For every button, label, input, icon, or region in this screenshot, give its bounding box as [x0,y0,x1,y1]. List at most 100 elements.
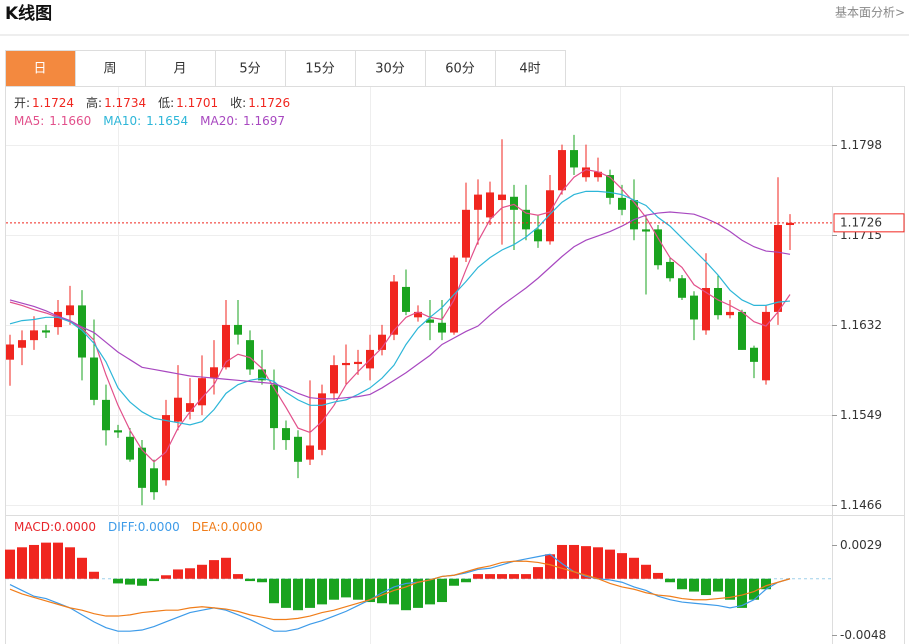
macd-bar [761,578,771,590]
ma-line [9,168,791,463]
candle-body [726,311,734,316]
macd-bar [365,578,375,603]
candle-body [294,436,302,462]
macd-bar [713,578,723,592]
candle-body [522,209,530,230]
candle-body [750,347,758,362]
candle-body [654,229,662,266]
tab[interactable] [145,50,216,87]
legend-name: MA10: [103,114,141,128]
legend-name: 低: [158,96,174,110]
candle-body [90,357,98,400]
candle-body [762,311,770,381]
legend-name: MA5: [14,114,44,128]
candle-body [594,171,602,178]
tab-label[interactable]: 5分 [239,62,260,77]
candle-body [630,200,638,230]
legend-name: MACD: [14,520,54,534]
tab[interactable] [285,50,356,87]
candle-body [702,288,710,331]
tab-label[interactable]: 4时 [519,62,540,77]
candle-body [474,194,482,210]
macd-bar [581,546,591,579]
candle-body [258,369,266,381]
candle-body [438,322,446,333]
candle-body [678,278,686,298]
candle-body [714,288,722,316]
legend-name: 高: [86,95,102,110]
candle-body [78,305,86,358]
candle-body [246,340,254,370]
candle-body [234,324,242,335]
macd-bar [317,578,327,605]
candle-body [378,334,386,350]
candle-body [42,330,50,333]
candle-body [642,229,650,232]
macd-bar [113,578,123,584]
legend-value: 0.0000 [221,520,263,534]
y-tick-label: 1.1466 [840,498,882,512]
legend-value: 1.1660 [49,114,91,128]
macd-bar [425,578,435,605]
tab[interactable] [75,50,146,87]
macd-bar [617,553,627,579]
tab-label[interactable]: 日 [33,62,46,77]
macd-bar [497,574,507,579]
candle-body [66,305,74,316]
tab[interactable] [5,50,76,87]
tab-label[interactable]: 周 [103,62,116,77]
candle-body [198,378,206,406]
candle-body [570,150,578,168]
macd-bar [509,574,519,579]
macd-bar [533,567,543,579]
candle-body [582,167,590,178]
legend-name: DEA: [192,520,221,534]
macd-bar [353,578,363,600]
candle-body [186,403,194,412]
tab[interactable] [495,50,566,87]
candle-body [666,261,674,279]
candle-body [402,286,410,312]
candle-body [390,281,398,335]
fundamental-link[interactable]: 基本面分析> [835,6,905,20]
tab-label[interactable]: 月 [173,62,186,77]
macd-bar [629,557,639,579]
y-tick-label: 1.1549 [840,408,882,422]
candle-body [354,361,362,365]
y-tick-label: 1.1632 [840,318,882,332]
candle-body [498,194,506,201]
legend-name: MA20: [200,114,238,128]
legend: MA5: 1.1660 MA10: 1.1654 MA20: 1.1697 [14,114,285,128]
candle-body [270,384,278,429]
tab[interactable] [215,50,286,87]
candle-body [126,436,134,460]
macd-bar [737,578,747,608]
macd-bar [329,578,339,600]
candle-body [486,192,494,218]
tab[interactable] [355,50,426,87]
tab-label[interactable]: 30分 [375,62,405,77]
macd-line [9,553,791,632]
candle-body [690,295,698,320]
macd-bar [77,557,87,579]
macd-bar [401,578,411,611]
candle-body [462,209,470,258]
candle-body [114,430,122,433]
macd-bar [413,578,423,608]
legend-value: 0.0000 [54,520,96,534]
candle-body [426,319,434,323]
y-tick-label: 0.0029 [840,538,882,552]
legend-value: 1.1724 [32,96,74,110]
macd-bar [245,578,255,582]
macd-bar [605,549,615,579]
candle-body [606,175,614,198]
tab-label[interactable]: 15分 [305,62,335,77]
macd-bar [65,547,75,579]
legend-name: 开: [14,96,30,110]
candle-body [162,415,170,481]
candle-body [534,229,542,242]
macd-bar [137,578,147,586]
tab-label[interactable]: 60分 [445,62,475,77]
macd-bar [461,578,471,583]
